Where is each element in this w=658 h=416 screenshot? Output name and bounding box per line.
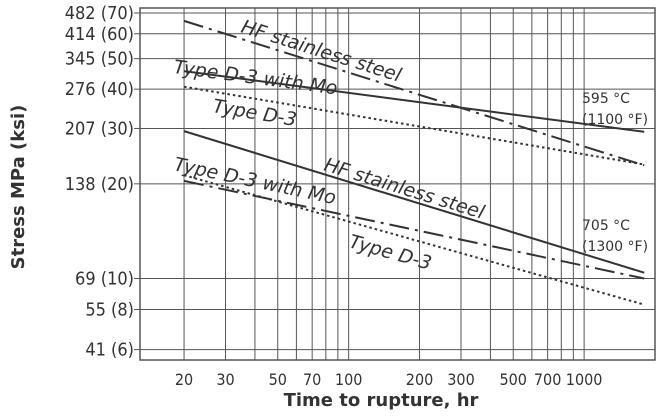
series-line-2: [183, 70, 645, 133]
x-tick-label-70: 70: [303, 370, 321, 389]
x-axis-title: Time to rupture, hr: [284, 390, 479, 411]
y-tick-label-276: 276 (40): [65, 79, 134, 100]
x-tick-label-200: 200: [406, 370, 433, 389]
temp-label-2-c: 705 °C: [582, 218, 630, 234]
x-tick-label-500: 500: [499, 370, 526, 389]
series-label-2: Type D-3 with Mo: [172, 56, 338, 99]
y-tick-label-207: 207 (30): [65, 118, 134, 139]
temp-label-1-f: (1100 °F): [582, 112, 648, 128]
series-line-3: [183, 85, 645, 166]
series-label-4: HF stainless steel: [322, 154, 488, 224]
y-tick-label-55: 55 (8): [85, 299, 134, 320]
series-line-1: [183, 19, 645, 167]
y-tick-label-482: 482 (70): [65, 3, 134, 24]
x-tick-label-700: 700: [534, 370, 561, 389]
y-tick-label-414: 414 (60): [65, 24, 134, 45]
x-tick-label-1000: 1000: [566, 370, 603, 389]
y-tick-label-345: 345 (50): [65, 49, 134, 70]
x-tick-label-100: 100: [335, 370, 362, 389]
y-tick-labels: 482 (70)414 (60) 345 (50) 276 (40) 207 (30)…: [65, 3, 134, 361]
y-axis-title: Stress MPa (ksi): [8, 105, 29, 270]
y-tick-label-69: 69 (10): [75, 269, 134, 290]
x-tick-label-20: 20: [175, 370, 193, 389]
x-tick-labels: 20 30 50 70 100 200 300 500 700 1000: [175, 370, 603, 389]
series-lines: [183, 19, 645, 306]
temperature-annotations: 595 °C (1100 °F) 705 °C (1300 °F): [582, 91, 648, 255]
x-tick-label-30: 30: [216, 370, 234, 389]
y-tick-label-138: 138 (20): [65, 174, 134, 195]
series-label-6: Type D-3: [347, 231, 434, 275]
plot-frame: [139, 7, 656, 361]
series-line-5: [183, 179, 645, 280]
temp-label-2-f: (1300 °F): [582, 239, 648, 255]
x-tick-label-50: 50: [269, 370, 287, 389]
x-tick-label-300: 300: [447, 370, 474, 389]
series-line-6: [183, 174, 645, 306]
temp-label-1-c: 595 °C: [582, 91, 630, 107]
series-line-4: [183, 130, 645, 274]
y-tick-label-41: 41 (6): [85, 340, 134, 361]
